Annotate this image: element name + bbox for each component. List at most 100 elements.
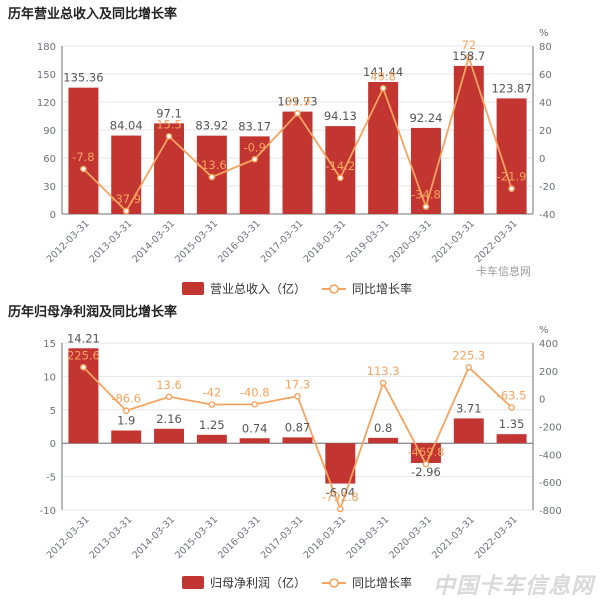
x-tick-label: 2017-03-31 xyxy=(259,514,306,561)
chart-title: 历年归母净利润及同比增长率 xyxy=(8,305,178,320)
bar-value-label: 109.73 xyxy=(277,95,317,109)
x-tick-label: 2016-03-31 xyxy=(216,218,263,265)
growth-point xyxy=(465,53,473,61)
growth-value-label: 13.6 xyxy=(156,378,182,392)
bar xyxy=(368,81,399,214)
bar-value-label: 92.24 xyxy=(409,111,442,125)
growth-point xyxy=(294,110,301,117)
growth-point xyxy=(379,84,387,92)
y-right-tick-label: 200 xyxy=(539,367,558,378)
y-left-tick-label: 120 xyxy=(37,98,56,109)
bar-value-label: 158.7 xyxy=(452,49,485,63)
growth-point xyxy=(294,392,301,400)
y-left-tick-label: -10 xyxy=(40,506,56,517)
growth-point xyxy=(165,393,173,401)
y-right-tick-label: -40 xyxy=(539,210,555,221)
growth-value-label: 49.8 xyxy=(370,69,396,83)
growth-point xyxy=(165,132,173,140)
y-right-tick-label: 40 xyxy=(539,98,552,109)
growth-value-label: -86.6 xyxy=(111,392,141,406)
bar-value-label: -6.04 xyxy=(325,486,355,500)
x-tick-label: 2018-03-31 xyxy=(302,218,349,265)
bar xyxy=(68,87,99,214)
bar-value-label: 1.35 xyxy=(499,417,525,431)
bar-value-label: 83.92 xyxy=(195,119,228,133)
y-right-tick-label: 0 xyxy=(539,395,545,406)
y-left-tick-label: 180 xyxy=(37,42,56,53)
bar-value-label: -2.96 xyxy=(411,465,441,479)
growth-value-label: -0.9 xyxy=(243,140,265,154)
growth-value-label: -13.6 xyxy=(197,158,227,172)
bar-value-label: 0.8 xyxy=(374,421,392,435)
bar xyxy=(68,348,99,444)
bar-value-label: 135.36 xyxy=(63,71,103,85)
legend-swatch-bar xyxy=(182,576,204,589)
bar-value-label: 0.74 xyxy=(242,421,268,435)
y-right-tick-label: -800 xyxy=(539,506,562,517)
y-right-unit: % xyxy=(539,28,549,39)
growth-value-label: -21.9 xyxy=(497,170,527,184)
growth-value-label: -40.8 xyxy=(240,385,270,399)
y-right-tick-label: -20 xyxy=(539,182,555,193)
legend-swatch-point xyxy=(329,578,339,588)
y-left-tick-label: 60 xyxy=(43,154,56,165)
growth-value-label: 31.9 xyxy=(285,94,311,108)
growth-point xyxy=(251,155,258,163)
net-profit-chart: 历年归母净利润及同比增长率 -10 -5 0 5 10 15 -800 -600 -400 -20… xyxy=(0,298,600,595)
y-right-tick-label: 20 xyxy=(539,126,552,137)
bar xyxy=(496,434,527,444)
y-left-tick-label: 10 xyxy=(43,372,56,383)
growth-point xyxy=(379,379,387,387)
y-right-tick-label: 400 xyxy=(539,339,558,350)
y-right-tick-label: 0 xyxy=(539,154,545,165)
legend-label-line: 同比增长率 xyxy=(352,281,412,296)
growth-point xyxy=(508,185,515,192)
bar-value-label: 2.16 xyxy=(156,412,182,426)
x-tick-label: 2015-03-31 xyxy=(173,514,220,561)
growth-point xyxy=(80,363,87,371)
y-right-tick-label: -200 xyxy=(539,423,562,434)
bar-value-label: 3.71 xyxy=(456,401,482,415)
y-left-tick-label: -5 xyxy=(46,473,56,484)
x-tick-label: 2014-03-31 xyxy=(130,218,177,265)
y-left-tick-label: 0 xyxy=(50,210,56,221)
growth-point xyxy=(208,173,216,181)
x-tick-label: 2022-03-31 xyxy=(473,218,520,265)
growth-point xyxy=(122,207,130,215)
y-left-tick-label: 0 xyxy=(50,439,56,450)
revenue-chart-svg: 0 30 60 90 120 150 180 -40 -20 0 20 40 60 80% 2012-03-… xyxy=(37,28,555,296)
x-tick-label: 2012-03-31 xyxy=(45,218,92,265)
growth-point xyxy=(337,174,344,182)
bar-value-label: 141.44 xyxy=(363,65,403,79)
bar xyxy=(368,437,399,444)
y-right-unit: % xyxy=(539,325,549,336)
growth-value-label: -14.2 xyxy=(325,159,355,173)
growth-value-label: -34.8 xyxy=(411,188,441,202)
bar xyxy=(325,126,356,214)
y-right-tick-label: 60 xyxy=(539,70,552,81)
legend-label-bar: 归母净利润（亿） xyxy=(210,575,306,590)
x-tick-label: 2013-03-31 xyxy=(88,514,135,561)
growth-value-label: 17.3 xyxy=(285,377,311,391)
x-tick-label: 2015-03-31 xyxy=(173,218,220,265)
net-profit-chart-svg: -10 -5 0 5 10 15 -800 -600 -400 -200 0 200 400% 2012-… xyxy=(40,325,562,590)
legend-swatch-bar xyxy=(182,282,204,295)
x-tick-label: 2012-03-31 xyxy=(45,514,92,561)
bar xyxy=(453,418,484,444)
legend-label-line: 同比增长率 xyxy=(352,575,412,590)
x-tick-label: 2013-03-31 xyxy=(88,218,135,265)
growth-point xyxy=(251,401,258,408)
x-tick-label: 2019-03-31 xyxy=(344,218,391,265)
y-left-tick-label: 30 xyxy=(43,182,56,193)
revenue-chart: 历年营业总收入及同比增长率 0 30 60 90 120 150 180 -40 -20 0 20 4… xyxy=(8,7,555,296)
bar-value-label: 0.87 xyxy=(285,420,311,434)
bar-value-label: 83.17 xyxy=(238,119,271,133)
x-tick-label: 2017-03-31 xyxy=(259,218,306,265)
x-tick-label: 2021-03-31 xyxy=(430,514,477,561)
watermark-brand-text: 中国卡车信息网 xyxy=(433,574,595,599)
growth-value-label: 225.3 xyxy=(452,348,485,362)
bar-value-label: 1.9 xyxy=(117,414,135,428)
bar-value-label: 123.87 xyxy=(491,81,531,95)
growth-point xyxy=(122,407,130,415)
growth-point xyxy=(337,505,344,513)
